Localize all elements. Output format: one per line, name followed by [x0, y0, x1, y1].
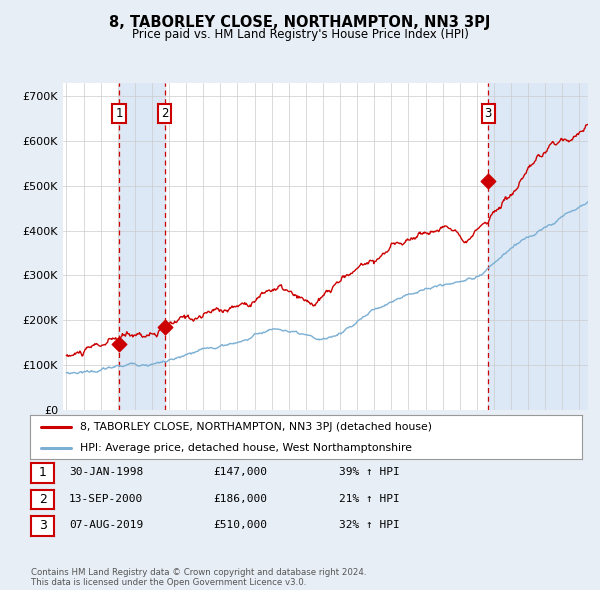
Text: 13-SEP-2000: 13-SEP-2000 — [69, 494, 143, 503]
Text: 32% ↑ HPI: 32% ↑ HPI — [339, 520, 400, 530]
Text: £186,000: £186,000 — [213, 494, 267, 503]
Text: 39% ↑ HPI: 39% ↑ HPI — [339, 467, 400, 477]
Text: 21% ↑ HPI: 21% ↑ HPI — [339, 494, 400, 503]
Point — [484, 176, 493, 186]
Text: 3: 3 — [485, 107, 492, 120]
Text: £510,000: £510,000 — [213, 520, 267, 530]
Text: £147,000: £147,000 — [213, 467, 267, 477]
Text: 1: 1 — [115, 107, 123, 120]
Point — [115, 339, 124, 349]
Text: Contains HM Land Registry data © Crown copyright and database right 2024.
This d: Contains HM Land Registry data © Crown c… — [31, 568, 367, 587]
Text: 3: 3 — [38, 519, 47, 533]
Text: Price paid vs. HM Land Registry's House Price Index (HPI): Price paid vs. HM Land Registry's House … — [131, 28, 469, 41]
Text: 8, TABORLEY CLOSE, NORTHAMPTON, NN3 3PJ: 8, TABORLEY CLOSE, NORTHAMPTON, NN3 3PJ — [109, 15, 491, 30]
Text: 07-AUG-2019: 07-AUG-2019 — [69, 520, 143, 530]
Text: 8, TABORLEY CLOSE, NORTHAMPTON, NN3 3PJ (detached house): 8, TABORLEY CLOSE, NORTHAMPTON, NN3 3PJ … — [80, 422, 431, 432]
Bar — [488, 83, 588, 410]
Point — [160, 322, 170, 332]
Text: 1: 1 — [38, 466, 47, 480]
Text: 2: 2 — [38, 493, 47, 506]
Text: 30-JAN-1998: 30-JAN-1998 — [69, 467, 143, 477]
Bar — [119, 83, 165, 410]
Text: 2: 2 — [161, 107, 169, 120]
Text: HPI: Average price, detached house, West Northamptonshire: HPI: Average price, detached house, West… — [80, 443, 412, 453]
